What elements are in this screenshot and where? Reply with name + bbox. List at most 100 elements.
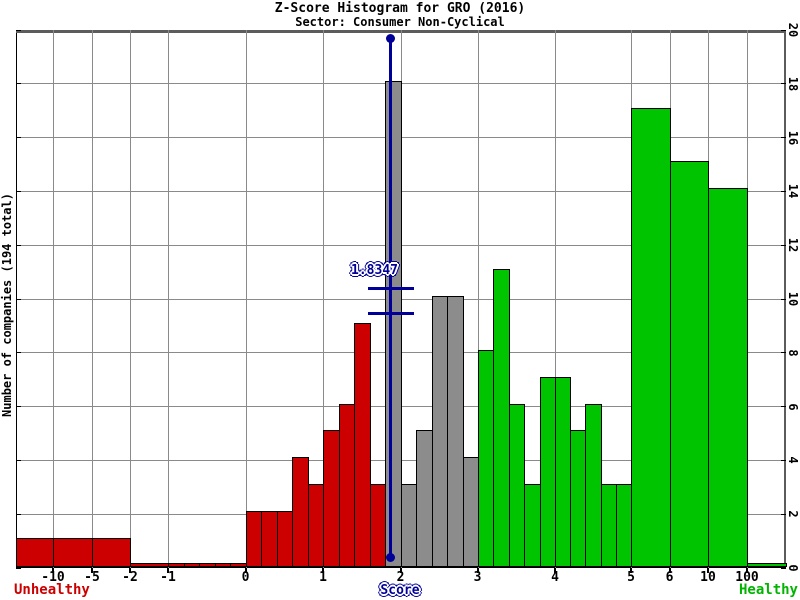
y-tick-left [16,244,21,246]
x-tick [129,568,131,573]
y-tick-left [16,513,21,515]
x-tick-label: 3 [473,570,482,585]
y-tick-label: 8 [786,349,800,357]
marker-bottom-dot [386,552,395,562]
histogram-bar [708,188,748,567]
histogram-bar [16,538,54,567]
y-tick-right [781,406,786,408]
histogram-bar [539,377,556,567]
gridline-x [477,30,479,568]
x-tick [399,568,402,573]
histogram-bar [585,404,602,567]
histogram-bar [385,81,402,567]
y-tick-label: 20 [786,22,800,38]
y-axis-label: Number of companies (194 total) [0,193,14,417]
histogram-bar [600,484,617,567]
gridline-x [323,30,324,568]
histogram-bar [369,484,386,567]
unhealthy-zone-label: Unhealthy [14,582,90,598]
y-tick-label: 18 [786,76,800,92]
x-tick-label: 0 [241,570,250,585]
x-tick [244,568,247,573]
y-tick-label: 10 [786,291,800,307]
marker-value-label: 1.8347 [351,263,398,278]
histogram-bar [323,430,340,567]
x-tick-label: 100 [735,570,759,585]
histogram-bar [338,404,355,567]
histogram-bar [669,161,709,567]
histogram-bar [555,377,572,567]
y-tick-label: 16 [786,130,800,145]
gridline-x [92,30,93,568]
histogram-bar [130,563,169,567]
chart-subtitle: Sector: Consumer Non-Cyclical [295,15,505,29]
x-tick-label: -2 [122,570,138,585]
y-tick-right [781,137,786,139]
gridline-x [53,30,54,568]
histogram-bar [214,563,231,567]
x-tick [707,568,709,573]
y-tick-left [16,137,21,139]
healthy-zone-label: Healthy [738,582,798,598]
marker-top-dot [386,33,395,43]
x-tick [167,568,169,573]
histogram-bar [462,457,479,567]
y-tick-label: 2 [786,510,800,518]
histogram-bar [416,430,433,567]
marker-crossbar-upper [367,286,414,290]
y-tick-right [781,83,786,85]
histogram-bar [477,350,494,567]
y-tick-right [781,298,786,300]
x-tick-label: -5 [84,570,100,585]
x-tick-label: -10 [41,570,65,585]
x-tick [52,568,54,573]
y-tick-left [16,298,21,300]
y-tick-right [781,459,786,461]
x-tick [476,568,479,573]
marker-line [389,38,392,557]
y-tick-left [16,406,21,408]
histogram-bar [400,484,417,567]
y-tick-left [16,190,21,192]
gridline-x [555,30,556,568]
histogram-bar [183,563,200,567]
x-tick [630,568,632,573]
y-tick-right [781,244,786,246]
histogram-bar [747,563,787,567]
histogram-bar [245,511,262,567]
histogram-bar [570,430,587,567]
histogram-bar [631,108,671,567]
y-tick-right [781,29,786,31]
x-tick [668,568,671,573]
x-axis-label: Score [380,583,420,598]
x-tick-label: 2 [396,570,405,585]
y-tick-label: 4 [786,456,800,464]
x-tick-label: 5 [627,570,635,585]
y-tick-label: 0 [786,564,800,572]
chart-title: Z-Score Histogram for GRO (2016) [274,1,526,16]
y-tick-left [16,459,21,461]
y-tick-right [781,190,786,192]
histogram-bar [615,484,632,567]
histogram-bar [354,323,371,567]
gridline-x [245,30,247,568]
histogram-bar [276,511,293,567]
x-tick-label: 1 [319,570,327,585]
x-tick-label: 10 [700,570,716,585]
y-tick-label: 6 [786,402,800,411]
histogram-bar [92,538,131,567]
y-tick-left [16,29,21,31]
histogram-bar [230,563,247,567]
gridline-x [130,30,131,568]
histogram-bar [261,511,278,567]
y-tick-label: 14 [786,184,800,199]
x-tick-label: -1 [160,570,176,585]
marker-crossbar-lower [367,311,414,315]
x-tick [91,568,93,573]
y-tick-label: 12 [786,237,800,253]
y-tick-right [781,513,786,515]
x-tick [554,568,556,573]
histogram-bar [524,484,541,567]
histogram-bar [53,538,93,567]
x-tick-label: 6 [665,570,674,585]
